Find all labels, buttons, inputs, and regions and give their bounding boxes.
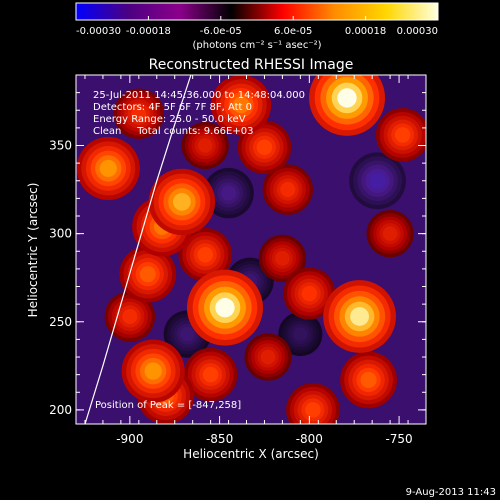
annotation-clean-counts: Clean Total counts: 9.66E+03 (93, 126, 253, 137)
annotation-detectors: Detectors: 4F 5F 6F 7F 8F, Att 0 (93, 102, 252, 113)
emission-source-ring (293, 327, 308, 342)
emission-source-ring (382, 226, 398, 241)
emission-source-ring (99, 159, 117, 178)
emission-source-ring (122, 308, 138, 325)
annotation-time-range: 25-Jul-2011 14:45:36.000 to 14:48:04.000 (93, 90, 305, 101)
colorbar-unit-label: (photons cm⁻² s⁻¹ asec⁻²) (192, 40, 321, 51)
emission-sources (76, 75, 426, 424)
emission-source-ring (197, 246, 214, 263)
emission-source-ring (232, 96, 250, 114)
y-tick-label: 250 (49, 315, 72, 329)
x-tick-label: -850 (206, 432, 233, 446)
emission-source-ring (280, 182, 296, 198)
chart-title: Reconstructed RHESSI Image (149, 57, 354, 73)
colorbar-tick-label: 0.00018 (345, 26, 386, 37)
colorbar-tick-label: -0.00018 (126, 26, 171, 37)
peak-position-label: Position of Peak = [-847,258] (95, 400, 241, 411)
emission-source-ring (301, 285, 318, 302)
emission-source-ring (144, 362, 162, 380)
emission-source-ring (360, 371, 377, 389)
x-axis-label: Heliocentric X (arcsec) (183, 447, 319, 461)
emission-source-ring (256, 139, 273, 156)
x-tick-label: -800 (296, 432, 323, 446)
x-tick-label: -750 (385, 432, 412, 446)
y-tick-label: 300 (49, 227, 72, 241)
y-tick-label: 200 (49, 403, 72, 417)
colorbar-tick-label: 6.0e-05 (274, 26, 312, 37)
emission-source-ring (260, 349, 276, 365)
axis-ticks: -900 -850 -800 -750 200 250 300 350 (49, 75, 426, 446)
x-tick-label: -900 (116, 432, 143, 446)
colorbar: -0.00030 -0.00018 -6.0e-05 6.0e-05 0.00018 0.… (75, 2, 439, 51)
y-tick-label: 350 (49, 139, 72, 153)
colorbar-tick-label: 0.00030 (397, 26, 438, 37)
emission-source-ring (221, 185, 237, 201)
annotation-energy-range: Energy Range: 25.0 - 50.0 keV (93, 114, 246, 125)
emission-source-ring (305, 402, 321, 418)
colorbar-ticks: -0.00030 -0.00018 -6.0e-05 6.0e-05 0.00018 0.… (75, 16, 439, 37)
emission-source-ring (350, 307, 369, 326)
emission-source-ring (197, 138, 213, 153)
emission-source-ring (369, 172, 386, 189)
emission-source-ring (202, 366, 219, 383)
y-axis-label: Heliocentric Y (arcsec) (26, 183, 40, 318)
plot-frame (75, 74, 427, 425)
emission-source-ring (139, 266, 156, 283)
colorbar-gradient (75, 2, 439, 21)
colorbar-tick-label: -6.0e-05 (200, 26, 242, 37)
annotations: 25-Jul-2011 14:45:36.000 to 14:48:04.000… (93, 90, 305, 411)
emission-source-ring (173, 193, 191, 211)
solar-limb-curve (84, 75, 192, 424)
emission-source-ring (180, 326, 195, 342)
emission-source-ring (394, 127, 411, 143)
emission-source-ring (337, 88, 357, 108)
emission-source-ring (275, 251, 290, 266)
emission-source-ring (215, 298, 235, 318)
emission-source-ring (131, 106, 147, 122)
image-area (76, 75, 426, 424)
colorbar-tick-label: -0.00030 (76, 26, 121, 37)
footer-date: 9-Aug-2013 11:43 (406, 487, 496, 498)
